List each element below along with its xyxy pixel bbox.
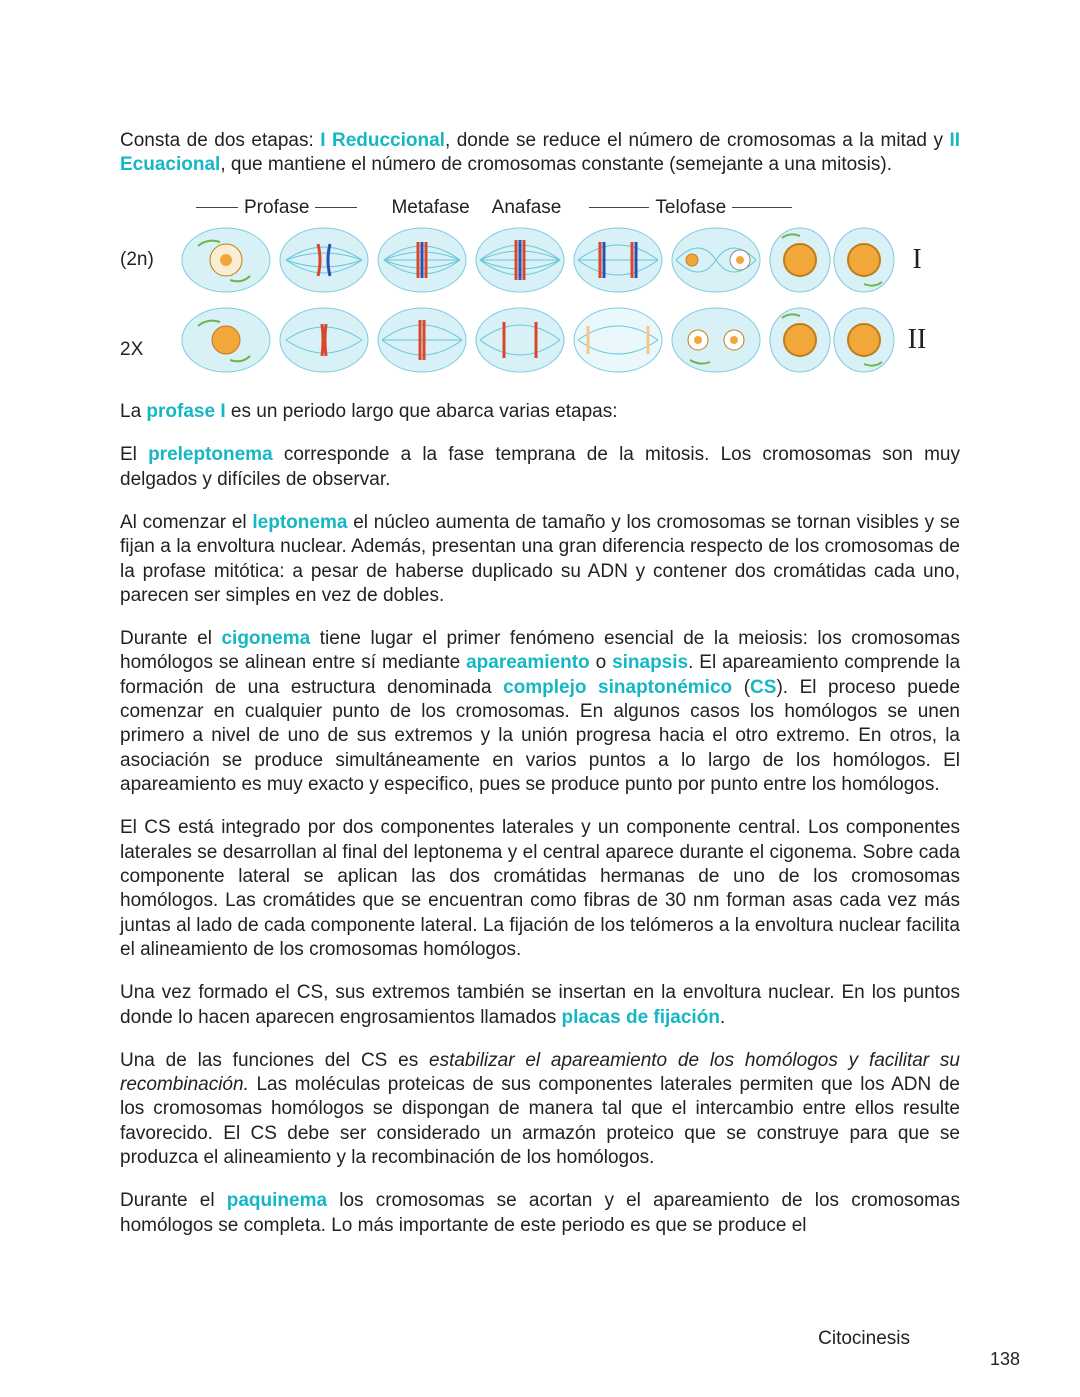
header-metafase: Metafase [391, 196, 469, 220]
row-end-ii: II [902, 322, 932, 358]
header-line [732, 207, 792, 208]
term-complejo-sinaptonemico: complejo sinaptonémico [503, 677, 732, 698]
header-line [315, 207, 357, 208]
row-label-2x: 2X [120, 318, 180, 362]
text: Consta de dos etapas: [120, 130, 320, 151]
cell-icon [376, 304, 468, 376]
paragraph-cs-function: Una de las funciones del CS es estabiliz… [120, 1049, 960, 1171]
paragraph-cigonema: Durante el cigonema tiene lugar el prime… [120, 627, 960, 797]
term-cs-abbr: CS [750, 677, 776, 698]
text: , que mantiene el número de cromosomas c… [220, 154, 892, 175]
cell-icon [474, 304, 566, 376]
cell-icon [768, 224, 832, 296]
row-ii-cells [180, 304, 896, 376]
header-line [589, 207, 649, 208]
text: o [590, 652, 612, 673]
term-cigonema: cigonema [221, 628, 310, 649]
cell-icon [572, 304, 664, 376]
paragraph-cs-components: El CS está integrado por dos componentes… [120, 816, 960, 962]
header-telofase: Telofase [655, 196, 726, 220]
cell-icon [832, 304, 896, 376]
paragraph-cs-insertion: Una vez formado el CS, sus extremos tamb… [120, 981, 960, 1030]
term-preleptonema: preleptonema [148, 444, 273, 465]
row-label-2n: (2n) [120, 248, 180, 272]
term-paquinema: paquinema [227, 1190, 327, 1211]
text: , donde se reduce el número de cromosoma… [445, 130, 949, 151]
paragraph-profase: La profase I es un periodo largo que aba… [120, 400, 960, 424]
diagram-row-ii: 2X [120, 304, 960, 376]
footer-section-label: Citocinesis [818, 1327, 910, 1351]
row-i-cells [180, 224, 896, 296]
intro-paragraph: Consta de dos etapas: I Reduccional, don… [120, 129, 960, 178]
cell-icon [180, 304, 272, 376]
text: El CS está integrado por dos componentes… [120, 817, 960, 960]
text: ( [732, 677, 750, 698]
text: . [720, 1007, 725, 1028]
row-end-i: I [902, 242, 932, 278]
paragraph-preleptonema: El preleptonema corresponde a la fase te… [120, 443, 960, 492]
diagram-row-i: (2n) [120, 224, 960, 296]
term-leptonema: leptonema [252, 512, 347, 533]
cell-icon [670, 224, 762, 296]
text: La [120, 401, 146, 422]
text: es un periodo largo que abarca varias et… [226, 401, 618, 422]
cell-icon [832, 224, 896, 296]
text: El [120, 444, 148, 465]
header-line [196, 207, 238, 208]
term-i-reduccional: I Reduccional [320, 130, 445, 151]
term-apareamiento: apareamiento [466, 652, 590, 673]
text: Una vez formado el CS, sus extremos tamb… [120, 982, 960, 1027]
cell-icon [670, 304, 762, 376]
document-page: Consta de dos etapas: I Reduccional, don… [0, 0, 1080, 1397]
cell-pair [768, 304, 896, 376]
meiosis-diagram: Profase Metafase Anafase Telofase (2n) [120, 196, 960, 376]
cell-icon [572, 224, 664, 296]
paragraph-paquinema: Durante el paquinema los cromosomas se a… [120, 1189, 960, 1238]
term-profase-i: profase I [146, 401, 225, 422]
cell-icon [278, 304, 370, 376]
cell-pair [768, 224, 896, 296]
text: Durante el [120, 628, 221, 649]
term-placas-fijacion: placas de fijación [562, 1007, 720, 1028]
text: Durante el [120, 1190, 227, 1211]
diagram-column-headers: Profase Metafase Anafase Telofase [190, 196, 960, 220]
paragraph-leptonema: Al comenzar el leptonema el núcleo aumen… [120, 511, 960, 608]
header-anafase: Anafase [492, 196, 562, 220]
footer-page-number: 138 [990, 1348, 1020, 1371]
cell-icon [768, 304, 832, 376]
text: Al comenzar el [120, 512, 252, 533]
text: Una de las funciones del CS es [120, 1050, 429, 1071]
cell-icon [278, 224, 370, 296]
cell-icon [180, 224, 272, 296]
term-sinapsis: sinapsis [612, 652, 688, 673]
cell-icon [376, 224, 468, 296]
cell-icon [474, 224, 566, 296]
header-profase: Profase [244, 196, 309, 220]
